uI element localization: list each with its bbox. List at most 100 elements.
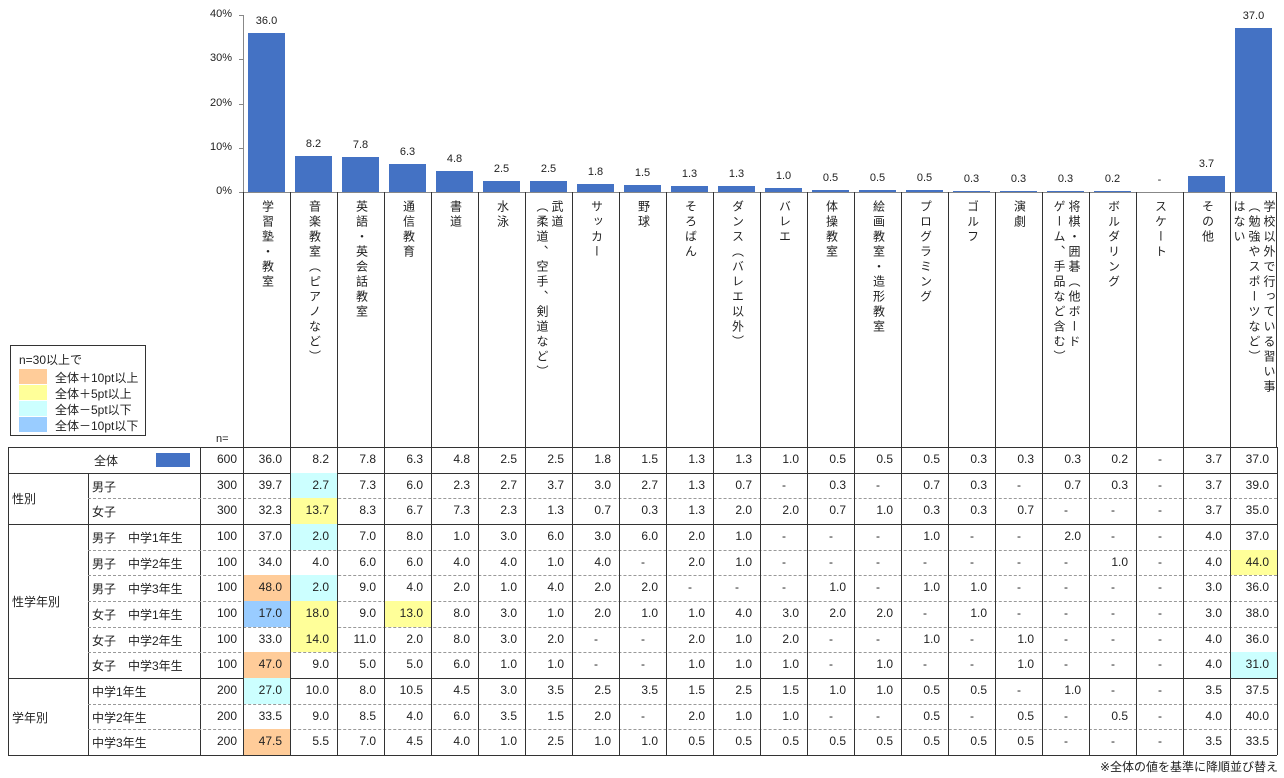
category-header: バレエ — [760, 192, 807, 447]
table-cell: 2.7 — [478, 472, 525, 499]
table-cell: - — [1089, 626, 1136, 653]
table-cell: 47.5 — [243, 729, 290, 756]
table-cell: 3.5 — [525, 678, 572, 704]
table-cell: 7.0 — [337, 729, 384, 756]
category-label: 演劇 — [1012, 200, 1027, 230]
table-cell: 2.0 — [666, 703, 713, 730]
table-cell: 1.0 — [807, 678, 854, 704]
table-cell: 3.7 — [1183, 472, 1230, 499]
table-cell: 3.0 — [478, 601, 525, 627]
table-cell: 7.8 — [337, 447, 384, 473]
category-header: 演劇 — [995, 192, 1042, 447]
table-cell: 4.0 — [431, 729, 478, 756]
y-tick-mark — [239, 15, 243, 16]
legend-title: n=30以上で — [19, 353, 83, 367]
table-cell: 3.5 — [1183, 678, 1230, 704]
group-sub-border — [88, 678, 89, 756]
bar-value-label: 36.0 — [255, 14, 278, 27]
category-header: ゴルフ — [948, 192, 995, 447]
table-cell: - — [1042, 575, 1089, 601]
table-cell: 2.0 — [572, 601, 619, 627]
table-cell: 8.0 — [337, 678, 384, 704]
table-cell: 4.0 — [1183, 524, 1230, 550]
category-header: プログラミング — [901, 192, 948, 447]
table-cell: 33.5 — [1230, 729, 1277, 756]
table-cell: - — [1089, 678, 1136, 704]
table-cell: - — [1136, 678, 1183, 704]
table-cell: 3.5 — [1183, 729, 1230, 756]
table-cell: - — [901, 601, 948, 627]
table-cell: 7.3 — [431, 498, 478, 524]
table-cell: 4.0 — [384, 703, 431, 730]
table-cell: - — [854, 575, 901, 601]
table-left-border — [8, 447, 9, 756]
total-swatch — [156, 453, 190, 467]
table-cell: 3.0 — [760, 601, 807, 627]
category-label: 水泳 — [495, 200, 510, 230]
bar-value-label: - — [1157, 174, 1162, 186]
table-cell: 1.0 — [431, 524, 478, 550]
table-cell: 1.3 — [666, 498, 713, 524]
bar — [1047, 190, 1084, 192]
table-cell: - — [995, 575, 1042, 601]
table-cell: 0.5 — [1089, 703, 1136, 730]
table-cell: 0.5 — [901, 703, 948, 730]
table-cell: 37.0 — [1230, 524, 1277, 550]
category-label: 将棋・囲碁（他ボード ゲーム、手品など含む） — [1052, 200, 1081, 365]
table-cell: 2.0 — [290, 575, 337, 601]
table-cell: - — [854, 703, 901, 730]
table-cell: 1.0 — [572, 729, 619, 756]
table-cell: - — [995, 524, 1042, 550]
table-cell: 6.0 — [384, 549, 431, 576]
category-label: プログラミング — [918, 200, 933, 305]
table-right-border — [1277, 447, 1278, 473]
category-label: 学校以外で行っている習い事 （勉強やスポーツなど） はない — [1232, 200, 1276, 395]
category-label: サッカー — [589, 200, 604, 260]
table-cell: 3.0 — [1183, 575, 1230, 601]
table-cell: 1.3 — [525, 498, 572, 524]
table-cell: 10.0 — [290, 678, 337, 704]
legend-swatch-minus5 — [19, 401, 47, 416]
table-cell: 0.3 — [1042, 447, 1089, 473]
category-header: 通信教育 — [384, 192, 431, 447]
row-n: 200 — [216, 708, 237, 723]
category-header: サッカー — [572, 192, 619, 447]
bar-value-label: 3.7 — [1198, 157, 1215, 170]
table-cell: 2.0 — [572, 703, 619, 730]
y-tick-label: 10% — [209, 140, 232, 153]
bar — [906, 189, 943, 192]
category-header: 野球 — [619, 192, 666, 447]
table-cell: 2.0 — [713, 498, 760, 524]
table-cell: - — [572, 626, 619, 653]
table-cell: - — [1042, 498, 1089, 524]
bar — [483, 180, 520, 192]
table-cell: - — [713, 575, 760, 601]
y-axis-line — [243, 15, 244, 192]
table-cell: 0.3 — [995, 447, 1042, 473]
table-cell: - — [995, 472, 1042, 499]
table-cell: - — [1136, 601, 1183, 627]
bar — [1000, 190, 1037, 192]
category-header: ボルダリング — [1089, 192, 1136, 447]
table-cell: 4.0 — [431, 549, 478, 576]
group-sub-border — [88, 524, 89, 679]
table-cell: 32.3 — [243, 498, 290, 524]
y-tick-mark — [239, 192, 243, 193]
table-cell: 2.0 — [384, 626, 431, 653]
table-cell: 6.0 — [337, 549, 384, 576]
table-cell: 0.5 — [901, 678, 948, 704]
category-label: 学習塾・教室 — [260, 200, 275, 290]
table-cell: 1.0 — [948, 601, 995, 627]
y-tick-mark — [239, 103, 243, 105]
table-cell: 4.0 — [290, 549, 337, 576]
row-label: 女子 中学2年生 — [92, 633, 183, 648]
table-cell: 2.5 — [525, 447, 572, 473]
table-cell: 2.7 — [619, 472, 666, 499]
table-bottom-border — [8, 755, 1277, 757]
bar-value-label: 1.5 — [634, 167, 651, 180]
table-right-border — [1277, 549, 1278, 576]
table-right-border — [1277, 652, 1278, 679]
table-cell: - — [1136, 447, 1183, 473]
table-cell: 0.2 — [1089, 447, 1136, 473]
table-cell: 17.0 — [243, 601, 290, 627]
